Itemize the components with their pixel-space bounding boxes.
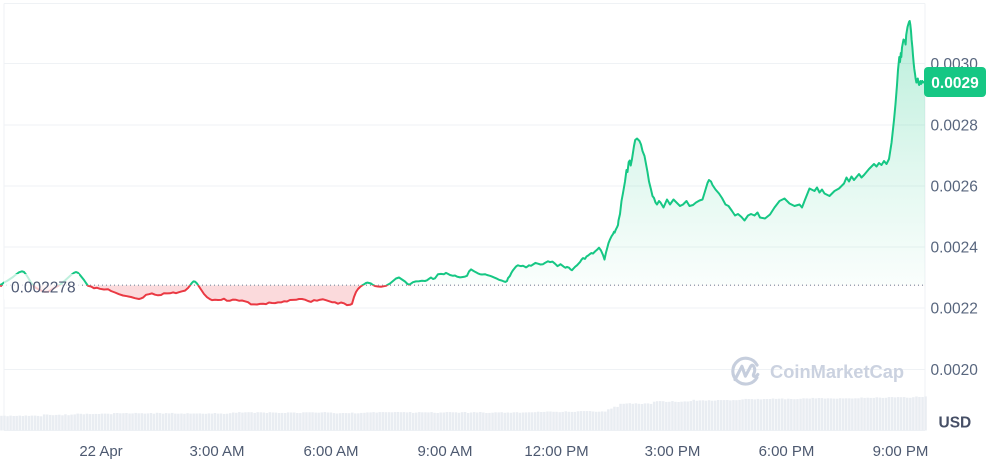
svg-text:9:00 AM: 9:00 AM (417, 443, 472, 460)
svg-text:CoinMarketCap: CoinMarketCap (770, 361, 904, 382)
svg-text:6:00 AM: 6:00 AM (303, 443, 358, 460)
svg-text:3:00 PM: 3:00 PM (645, 443, 701, 460)
svg-text:0.0024: 0.0024 (931, 240, 979, 257)
svg-text:9:00 PM: 9:00 PM (873, 443, 929, 460)
svg-text:0.0029: 0.0029 (931, 75, 979, 92)
svg-text:22 Apr: 22 Apr (79, 443, 122, 460)
svg-text:USD: USD (939, 415, 972, 432)
svg-text:0.0028: 0.0028 (931, 118, 978, 135)
svg-text:0.0020: 0.0020 (931, 362, 979, 379)
svg-text:0.002278: 0.002278 (11, 280, 76, 297)
svg-text:3:00 AM: 3:00 AM (189, 443, 244, 460)
svg-text:12:00 PM: 12:00 PM (524, 443, 588, 460)
svg-text:0.0026: 0.0026 (931, 179, 978, 196)
svg-text:6:00 PM: 6:00 PM (759, 443, 815, 460)
svg-text:0.0022: 0.0022 (931, 301, 978, 318)
